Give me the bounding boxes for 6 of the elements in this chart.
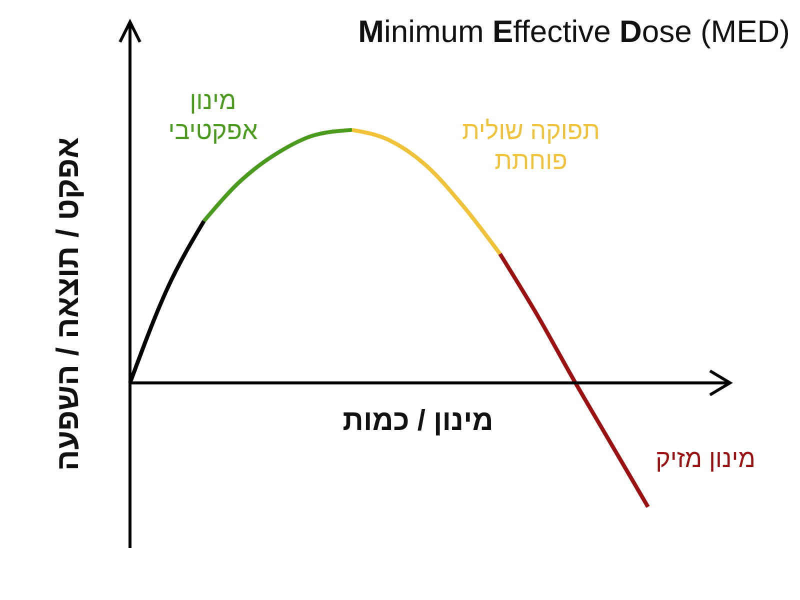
series-label: מינון אפקטיבי bbox=[167, 86, 259, 146]
series-label: תפוקה שולית פוחתת bbox=[461, 116, 601, 176]
chart-title: Minimum Effective Dose (MED) bbox=[358, 14, 790, 49]
x-axis-title: מינון / כמות bbox=[342, 405, 494, 438]
series-label: מינון מזיק bbox=[654, 444, 756, 474]
y-axis-title: אפקט / תוצאה / השפעה bbox=[50, 136, 86, 473]
